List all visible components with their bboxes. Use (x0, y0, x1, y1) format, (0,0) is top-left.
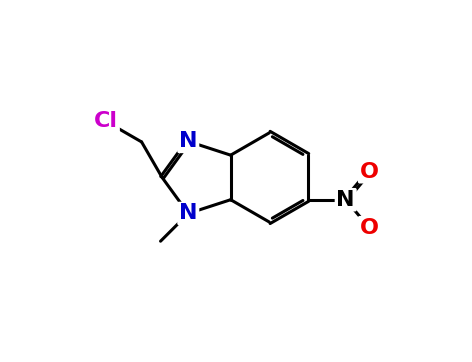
Text: N: N (337, 190, 355, 210)
Text: O: O (360, 162, 379, 182)
Text: N: N (179, 131, 197, 151)
Text: Cl: Cl (94, 111, 118, 131)
Text: N: N (179, 203, 197, 223)
Text: O: O (360, 218, 379, 238)
